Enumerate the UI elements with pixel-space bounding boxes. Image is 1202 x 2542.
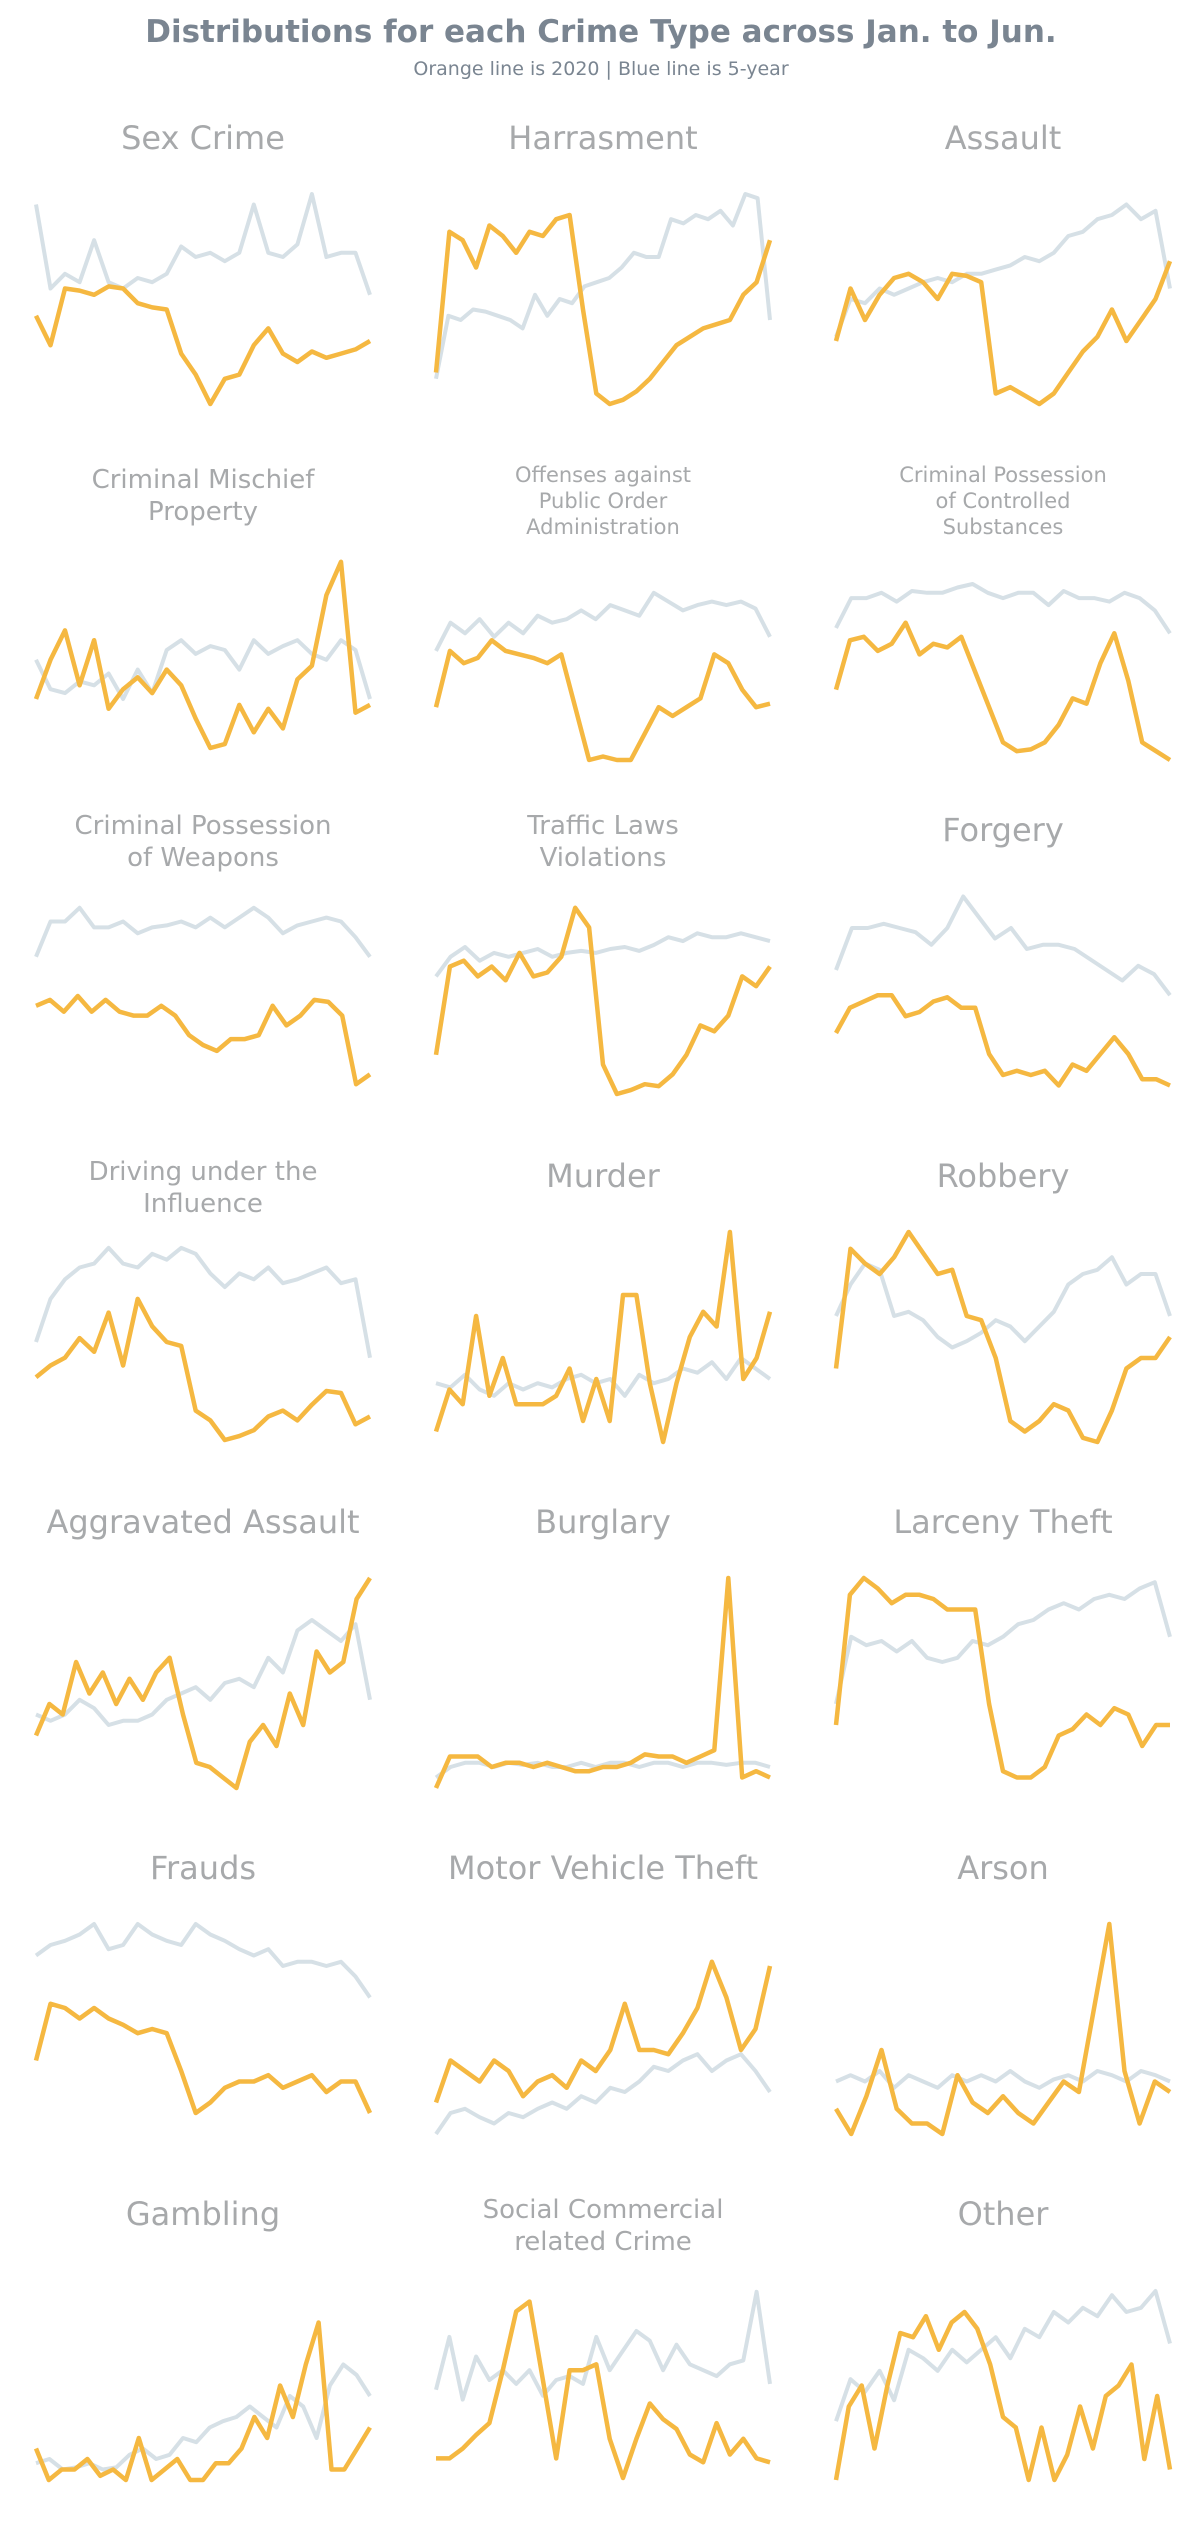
line-2020-robbery (833, 1229, 1172, 1445)
panel-plot-sex-crime (33, 192, 372, 407)
line-2020-social-commercial-related-crime (436, 2299, 771, 2481)
line-5-year-other (834, 2289, 1172, 2422)
panel-plot-aggravated-assault (33, 1576, 372, 1791)
line-5-year-social-commercial-related-crime (434, 2289, 772, 2402)
panel-title-robbery: Robbery (936, 1157, 1070, 1195)
panel-plot-assault (833, 202, 1173, 407)
line-5-year-larceny-theft (834, 1580, 1172, 1705)
panel-title-sex-crime: Sex Crime (121, 119, 285, 157)
line-5-year-offenses-against-public-order-administration (434, 590, 772, 652)
panel-title-other: Other (957, 2195, 1049, 2233)
line-2020-harrasment (433, 212, 773, 407)
line-2020-sex-crime (33, 284, 372, 407)
panel-title-harrasment: Harrasment (508, 119, 698, 157)
line-2020-criminal-mischief-property (33, 559, 372, 751)
line-5-year-motor-vehicle-theft (434, 2052, 772, 2136)
line-5-year-forgery (834, 894, 1172, 997)
line-2020-larceny-theft (833, 1575, 1170, 1780)
panel-title-burglary: Burglary (535, 1503, 671, 1541)
line-2020-motor-vehicle-theft (433, 1959, 773, 2104)
panel-title-criminal-mischief-property: Criminal Mischief Property (91, 465, 315, 527)
line-2020-other (833, 2309, 1173, 2483)
panel-plot-arson (834, 1921, 1172, 2137)
panel-title-social-commercial-related-crime: Social Commercial related Crime (482, 2195, 724, 2257)
panel-plot-criminal-possession-of-weapons (34, 905, 372, 1087)
line-5-year-frauds (34, 1922, 372, 1999)
panel-plot-harrasment (433, 192, 773, 407)
panel-title-frauds: Frauds (149, 1849, 257, 1887)
line-5-year-driving-under-the-influence (34, 1245, 372, 1359)
panel-title-criminal-possession-of-weapons: Criminal Possession of Weapons (74, 811, 332, 873)
panel-title-driving-under-the-influence: Driving under the Influence (88, 1157, 318, 1219)
panel-title-traffic-laws-violations: Traffic Laws Violations (527, 811, 679, 873)
panel-title-murder: Murder (546, 1157, 660, 1195)
line-5-year-robbery (834, 1255, 1172, 1350)
panel-plot-other (833, 2289, 1173, 2483)
panel-plot-social-commercial-related-crime (434, 2289, 772, 2481)
panel-plot-murder (433, 1229, 773, 1445)
panel-plot-offenses-against-public-order-administration (433, 590, 772, 763)
line-2020-traffic-laws-violations (433, 905, 772, 1097)
line-2020-aggravated-assault (33, 1576, 372, 1791)
line-2020-burglary (433, 1575, 771, 1789)
line-2020-gambling (33, 2320, 372, 2483)
panel-title-gambling: Gambling (125, 2195, 281, 2233)
panel-title-motor-vehicle-theft: Motor Vehicle Theft (447, 1849, 758, 1887)
line-2020-criminal-possession-of-weapons (35, 993, 372, 1087)
panel-title-assault: Assault (944, 119, 1062, 157)
panel-plot-larceny-theft (833, 1575, 1172, 1780)
line-5-year-criminal-possession-of-weapons (34, 905, 372, 958)
line-5-year-gambling (35, 2362, 372, 2472)
panel-title-aggravated-assault: Aggravated Assault (46, 1503, 360, 1541)
line-5-year-harrasment (434, 192, 772, 380)
line-2020-frauds (33, 2001, 373, 2116)
panel-plot-forgery (834, 894, 1172, 1088)
panel-plot-criminal-mischief-property (33, 559, 372, 751)
panel-title-larceny-theft: Larceny Theft (893, 1503, 1113, 1541)
line-2020-offenses-against-public-order-administration (433, 638, 771, 763)
panel-title-offenses-against-public-order-administration: Offenses against Public Order Administra… (514, 463, 692, 539)
line-5-year-assault (834, 202, 1172, 338)
panel-plot-traffic-laws-violations (433, 905, 772, 1097)
panel-plot-motor-vehicle-theft (433, 1959, 773, 2136)
line-5-year-traffic-laws-violations (434, 931, 771, 978)
panel-plot-frauds (33, 1922, 373, 2116)
line-5-year-criminal-possession-of-controlled-substances (834, 582, 1172, 635)
panel-title-forgery: Forgery (942, 811, 1064, 849)
panel-title-arson: Arson (957, 1849, 1049, 1887)
line-2020-assault (833, 260, 1173, 407)
line-2020-criminal-possession-of-controlled-substances (833, 620, 1172, 762)
line-2020-driving-under-the-influence (34, 1296, 372, 1443)
page-title: Distributions for each Crime Type across… (145, 14, 1057, 50)
line-5-year-sex-crime (34, 192, 372, 296)
panel-plot-burglary (433, 1575, 771, 1789)
line-2020-murder (433, 1229, 773, 1445)
panel-plot-robbery (833, 1229, 1172, 1445)
line-2020-forgery (834, 992, 1171, 1088)
line-2020-arson (834, 1921, 1172, 2137)
line-5-year-aggravated-assault (35, 1618, 372, 1727)
panel-title-criminal-possession-of-controlled-substances: Criminal Possession of Controlled Substa… (899, 463, 1107, 539)
page-subtitle: Orange line is 2020 | Blue line is 5-yea… (413, 58, 789, 80)
panel-plot-gambling (33, 2320, 372, 2483)
panel-plot-driving-under-the-influence (34, 1245, 372, 1443)
panel-plot-criminal-possession-of-controlled-substances (833, 582, 1172, 762)
